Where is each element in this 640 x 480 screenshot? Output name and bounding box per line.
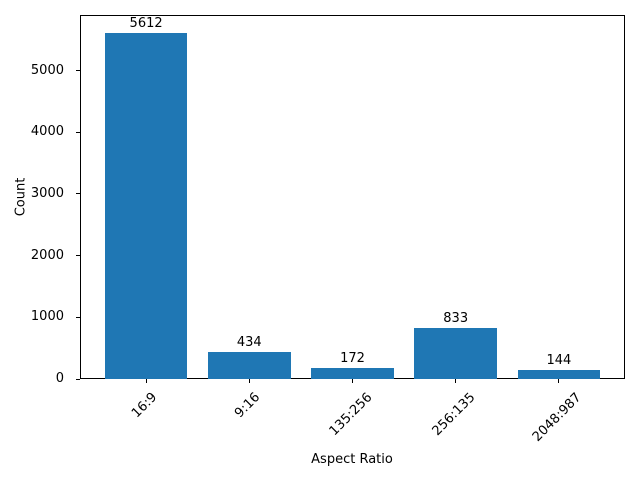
x-tick-label: 2048:987 — [529, 389, 585, 445]
bar-16-9 — [104, 32, 188, 379]
bar-256-135 — [414, 327, 497, 379]
y-tick-mark — [76, 316, 80, 318]
bar-9-16 — [208, 352, 291, 379]
y-tick-label: 4000 — [30, 124, 64, 140]
bar-value-label: 434 — [236, 335, 262, 351]
y-tick-mark — [76, 131, 80, 133]
y-tick-label: 1000 — [30, 309, 64, 325]
y-tick-label: 2000 — [30, 247, 64, 263]
bar-2048-987 — [517, 370, 601, 379]
y-tick-label: 0 — [55, 371, 64, 386]
x-tick-mark — [352, 379, 353, 383]
bar-value-label: 172 — [340, 351, 365, 367]
x-tick-label: 9:16 — [231, 389, 264, 422]
y-tick-label: 3000 — [30, 185, 64, 201]
x-tick-mark — [145, 379, 147, 383]
x-tick-mark — [248, 379, 250, 383]
x-tick-label: 135:256 — [326, 389, 375, 439]
y-tick-mark — [76, 193, 80, 195]
bar-value-label: 5612 — [129, 15, 163, 31]
y-tick-label: 5000 — [30, 62, 64, 78]
y-tick-mark — [76, 255, 80, 257]
bar-value-label: 144 — [546, 353, 572, 369]
y-tick-mark — [76, 70, 80, 72]
y-tick-mark — [76, 378, 80, 380]
x-axis-label: Aspect Ratio — [311, 452, 393, 467]
bar-135-256 — [311, 368, 394, 379]
x-tick-mark — [455, 379, 457, 383]
x-tick-label: 16:9 — [128, 389, 160, 422]
bar-value-label: 833 — [443, 310, 469, 326]
x-tick-mark — [558, 379, 560, 383]
x-tick-label: 256:135 — [429, 389, 479, 439]
